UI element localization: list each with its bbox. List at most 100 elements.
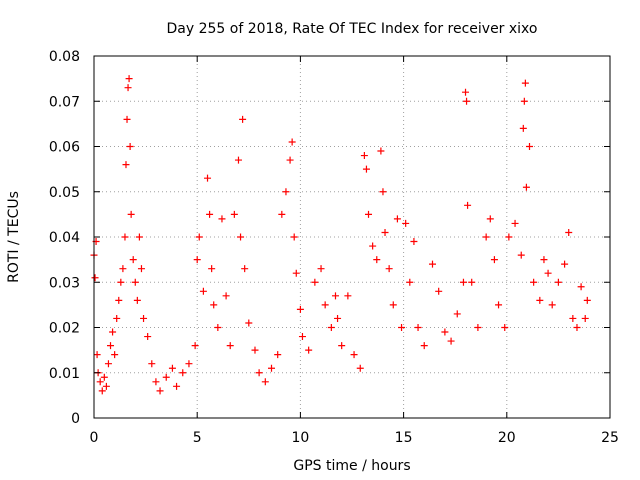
- data-point: [137, 265, 145, 273]
- data-point: [144, 333, 152, 341]
- data-point: [350, 351, 358, 359]
- data-point: [365, 210, 373, 218]
- data-point: [124, 84, 132, 92]
- data-point: [156, 387, 164, 395]
- data-point: [111, 351, 119, 359]
- data-point: [414, 324, 422, 331]
- data-point: [327, 324, 335, 331]
- data-point: [369, 242, 377, 250]
- data-point: [377, 147, 385, 155]
- data-point: [389, 301, 397, 309]
- data-point: [334, 314, 342, 322]
- y-tick-label: 0.01: [49, 366, 80, 382]
- y-tick-label: 0.02: [49, 321, 80, 337]
- data-point: [360, 152, 368, 160]
- data-point: [511, 219, 519, 227]
- data-point: [148, 360, 156, 368]
- data-point: [121, 233, 129, 241]
- data-point: [123, 115, 131, 123]
- data-point: [517, 251, 525, 259]
- y-tick-label: 0.03: [49, 275, 80, 291]
- data-point: [583, 296, 591, 304]
- data-point: [191, 342, 199, 350]
- data-point: [296, 305, 304, 313]
- data-point: [581, 314, 589, 322]
- data-point: [210, 301, 218, 309]
- data-point: [179, 369, 187, 377]
- data-point: [226, 342, 234, 350]
- data-point: [482, 233, 490, 241]
- x-tick-label: 10: [291, 430, 309, 446]
- data-point: [107, 342, 115, 350]
- x-tick-label: 0: [90, 430, 99, 446]
- data-point: [122, 161, 130, 169]
- axis-ticks: [93, 55, 611, 419]
- data-point: [385, 265, 393, 273]
- x-tick-label: 5: [193, 430, 202, 446]
- data-point: [117, 278, 125, 286]
- data-point: [573, 324, 581, 331]
- data-point: [410, 238, 418, 246]
- data-point: [577, 283, 585, 291]
- data-point: [241, 265, 249, 273]
- data-point: [230, 210, 238, 218]
- data-point: [218, 215, 226, 223]
- data-point: [255, 369, 263, 377]
- data-point: [129, 256, 137, 264]
- data-point: [544, 269, 552, 277]
- data-point: [362, 165, 370, 173]
- data-point: [131, 278, 139, 286]
- data-point: [501, 324, 509, 331]
- data-point: [282, 188, 290, 196]
- data-point: [193, 256, 201, 264]
- data-point: [540, 256, 548, 264]
- y-tick-label: 0.08: [49, 49, 80, 65]
- data-point: [286, 156, 294, 164]
- y-axis-label: ROTI / TECUs: [6, 191, 22, 283]
- data-point: [204, 174, 212, 182]
- data-point: [522, 183, 530, 191]
- data-point: [311, 278, 319, 286]
- data-point: [317, 265, 325, 273]
- data-point: [214, 324, 222, 331]
- data-point: [185, 360, 193, 368]
- data-point: [173, 382, 181, 390]
- data-point: [290, 233, 298, 241]
- y-tick-label: 0.05: [49, 185, 80, 201]
- data-point: [569, 314, 577, 322]
- data-point: [402, 219, 410, 227]
- y-tick-label: 0.07: [49, 94, 80, 110]
- data-point: [135, 233, 143, 241]
- data-point: [133, 296, 141, 304]
- x-axis-label: GPS time / hours: [293, 458, 410, 474]
- y-tick-label: 0.04: [49, 230, 80, 246]
- data-point: [96, 378, 104, 386]
- x-tick-label: 20: [498, 430, 516, 446]
- plot-frame: [93, 55, 611, 419]
- data-point: [505, 233, 513, 241]
- data-point: [206, 210, 214, 218]
- x-tick-label: 15: [395, 430, 413, 446]
- y-tick-label: 0.06: [49, 140, 80, 156]
- data-point: [464, 201, 472, 209]
- data-point: [453, 310, 461, 318]
- data-point: [338, 342, 346, 350]
- data-point: [548, 301, 556, 309]
- data-point: [381, 228, 389, 236]
- data-point: [237, 233, 245, 241]
- data-point: [561, 260, 569, 268]
- data-point: [162, 373, 170, 381]
- data-point: [195, 233, 203, 241]
- data-point: [441, 328, 449, 336]
- data-point: [428, 260, 436, 268]
- data-point: [490, 256, 498, 264]
- data-point: [113, 314, 121, 322]
- data-point: [420, 342, 428, 350]
- data-point: [127, 210, 135, 218]
- data-point: [298, 333, 306, 341]
- data-point: [474, 324, 482, 331]
- data-point: [393, 215, 401, 223]
- data-point: [331, 292, 339, 300]
- data-point: [168, 364, 176, 372]
